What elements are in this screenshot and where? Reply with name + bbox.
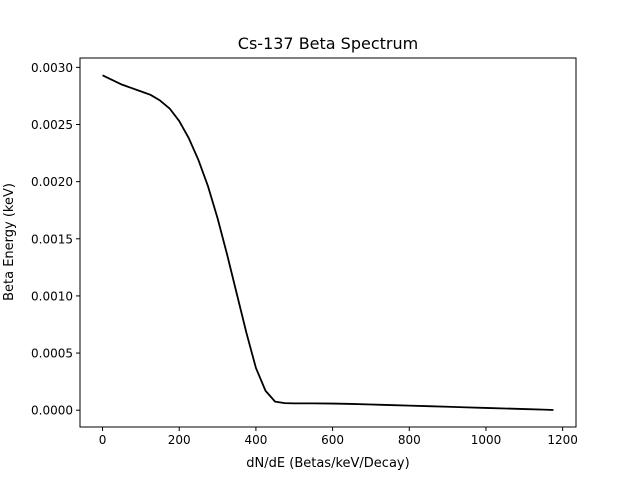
x-tick-label: 0 (99, 433, 107, 447)
y-tick-label: 0.0030 (31, 61, 73, 75)
plot-area: 0 200 400 600 800 1000 1200 0.0000 0.0005 0.0010 0… (31, 57, 578, 447)
y-axis-label: Beta Energy (keV) (2, 183, 17, 301)
x-tick-label: 200 (168, 433, 191, 447)
x-tick-label: 1000 (471, 433, 502, 447)
y-tick-label: 0.0025 (31, 118, 73, 132)
x-tick-label: 400 (244, 433, 267, 447)
x-tick-label: 1200 (547, 433, 578, 447)
series-line-0 (102, 74, 554, 411)
y-tick-label: 0.0015 (31, 232, 73, 246)
axes-frame (79, 57, 577, 428)
x-axis-label: dN/dE (Betas/keV/Decay) (246, 456, 409, 471)
chart-title: Cs-137 Beta Spectrum (238, 34, 418, 53)
y-tick-label: 0.0020 (31, 175, 73, 189)
y-tick-label: 0.0000 (31, 404, 73, 418)
y-tick-label: 0.0005 (31, 347, 73, 361)
y-tick-label: 0.0010 (31, 289, 73, 303)
x-tick-label: 600 (321, 433, 344, 447)
x-tick-label: 800 (398, 433, 421, 447)
